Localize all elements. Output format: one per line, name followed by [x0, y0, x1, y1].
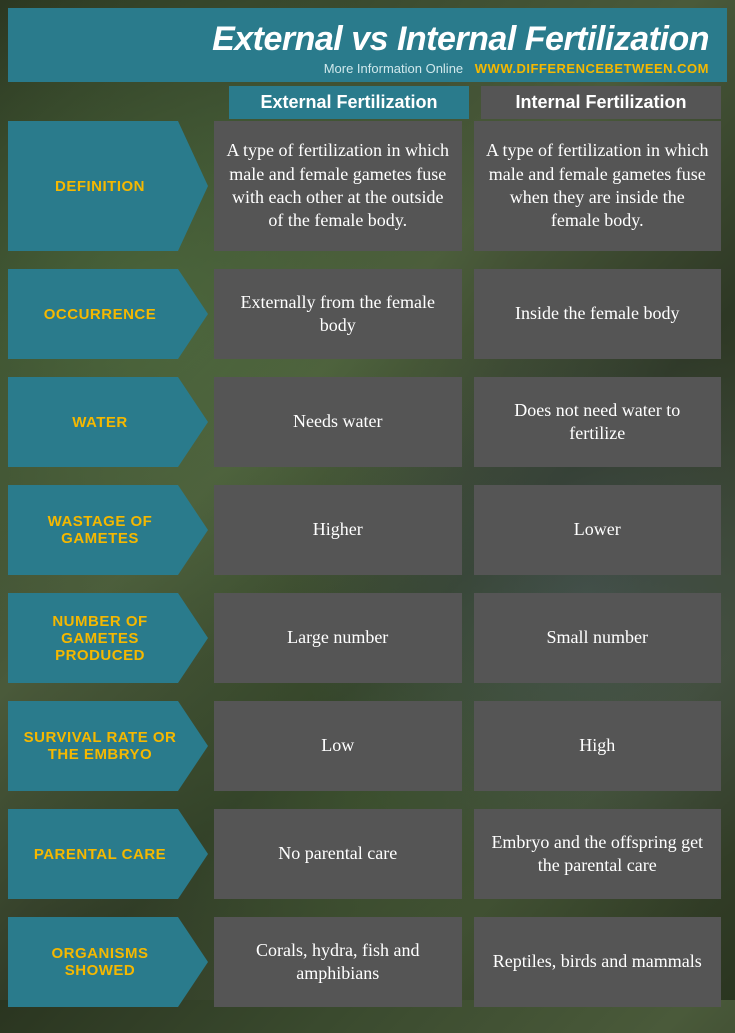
row-label-text: SURVIVAL RATE OR THE EMBRYO	[16, 729, 184, 763]
cell-external: A type of fertilization in which male an…	[214, 121, 462, 251]
row-label-text: OCCURRENCE	[44, 306, 157, 323]
row-label: OCCURRENCE	[8, 269, 208, 359]
cell-external: Low	[214, 701, 462, 791]
cell-external: Large number	[214, 593, 462, 683]
comparison-row: DEFINITION A type of fertilization in whi…	[8, 121, 727, 251]
cell-internal: Inside the female body	[474, 269, 722, 359]
row-label: SURVIVAL RATE OR THE EMBRYO	[8, 701, 208, 791]
row-label: ORGANISMS SHOWED	[8, 917, 208, 1007]
cell-internal: Embryo and the offspring get the parenta…	[474, 809, 722, 899]
column-header-internal: Internal Fertilization	[481, 86, 721, 119]
row-label-text: WASTAGE OF GAMETES	[16, 513, 184, 547]
column-header-external: External Fertilization	[229, 86, 469, 119]
source-url: WWW.DIFFERENCEBETWEEN.COM	[475, 61, 709, 76]
comparison-row: ORGANISMS SHOWED Corals, hydra, fish and …	[8, 917, 727, 1007]
row-label-text: ORGANISMS SHOWED	[16, 945, 184, 979]
row-label: WASTAGE OF GAMETES	[8, 485, 208, 575]
cell-internal: Lower	[474, 485, 722, 575]
row-label: DEFINITION	[8, 121, 208, 251]
header: External vs Internal Fertilization More …	[8, 8, 727, 82]
row-label-text: NUMBER OF GAMETES PRODUCED	[16, 613, 184, 664]
page-title: External vs Internal Fertilization	[26, 20, 709, 59]
more-info-text: More Information Online	[324, 61, 463, 76]
cell-internal: Reptiles, birds and mammals	[474, 917, 722, 1007]
cell-external: Externally from the female body	[214, 269, 462, 359]
column-headers: External Fertilization Internal Fertiliz…	[8, 86, 727, 119]
cell-external: No parental care	[214, 809, 462, 899]
cell-external: Higher	[214, 485, 462, 575]
row-label-text: PARENTAL CARE	[34, 846, 166, 863]
cell-internal: Small number	[474, 593, 722, 683]
comparison-row: SURVIVAL RATE OR THE EMBRYO LowHigh	[8, 701, 727, 791]
row-label: WATER	[8, 377, 208, 467]
row-label-text: DEFINITION	[55, 178, 145, 195]
comparison-row: WATER Needs waterDoes not need water to f…	[8, 377, 727, 467]
cell-external: Needs water	[214, 377, 462, 467]
comparison-row: OCCURRENCE Externally from the female bod…	[8, 269, 727, 359]
row-label: NUMBER OF GAMETES PRODUCED	[8, 593, 208, 683]
comparison-row: PARENTAL CARE No parental careEmbryo and …	[8, 809, 727, 899]
subtitle: More Information Online WWW.DIFFERENCEBE…	[26, 61, 709, 76]
cell-external: Corals, hydra, fish and amphibians	[214, 917, 462, 1007]
row-label: PARENTAL CARE	[8, 809, 208, 899]
cell-internal: Does not need water to fertilize	[474, 377, 722, 467]
cell-internal: A type of fertilization in which male an…	[474, 121, 722, 251]
comparison-row: NUMBER OF GAMETES PRODUCED Large numberSm…	[8, 593, 727, 683]
cell-internal: High	[474, 701, 722, 791]
row-label-text: WATER	[72, 414, 128, 431]
comparison-row: WASTAGE OF GAMETES HigherLower	[8, 485, 727, 575]
